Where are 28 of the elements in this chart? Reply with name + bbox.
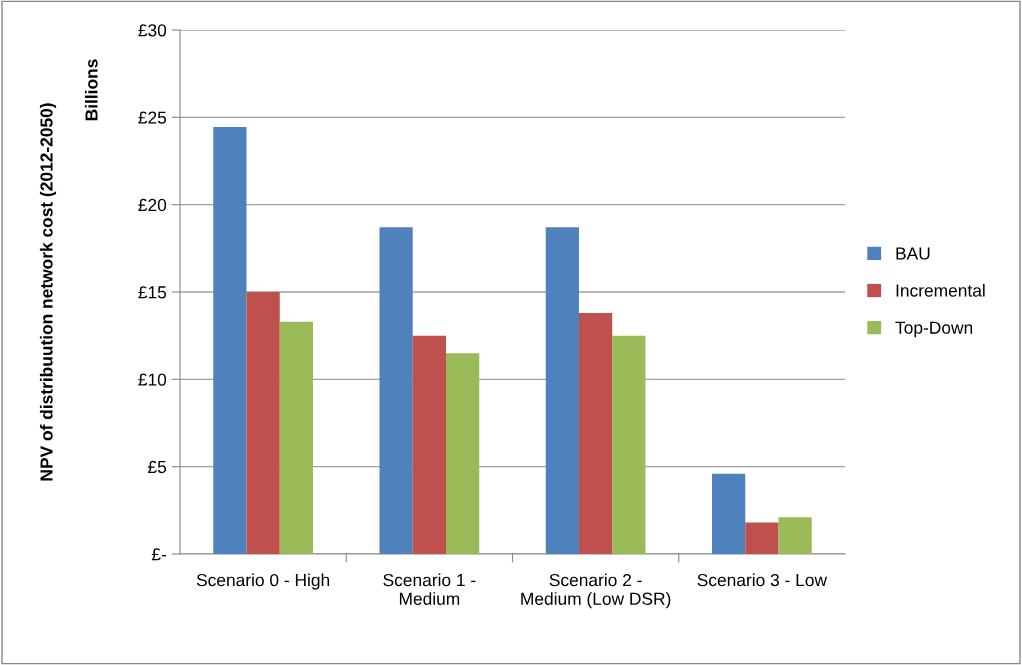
- text: Billions: [84, 59, 98, 121]
- bar: [446, 353, 480, 554]
- bar: [213, 126, 247, 554]
- bar: [612, 335, 646, 554]
- bar: [246, 292, 280, 554]
- bar: [379, 227, 413, 554]
- legend-label: Incremental: [896, 283, 985, 297]
- bar: [545, 227, 579, 554]
- y-tick-label: £15: [138, 286, 167, 299]
- y-tick-label: £25: [138, 111, 167, 124]
- bar: [778, 517, 812, 554]
- bar: [712, 473, 746, 554]
- x-tick-label: Scenario 3 - Low: [697, 573, 828, 587]
- legend-label: Top-Down: [895, 321, 973, 338]
- y-axis-title: NPV of distribuution network cost (2012-2050): [39, 103, 57, 481]
- x-tick-label: Scenario 2 - Medium (Low DSR): [521, 573, 671, 609]
- legend-label: BAU: [896, 247, 930, 260]
- y-tick-label: £30: [138, 24, 167, 37]
- x-tick-label: Scenario 1 - Medium: [383, 573, 476, 605]
- y-tick-label: £5: [147, 460, 167, 474]
- bar: [579, 312, 613, 554]
- bar: [279, 321, 313, 554]
- y-tick-label: £10: [138, 373, 167, 386]
- y-tick-label: £20: [138, 198, 167, 212]
- x-tick-label: Scenario 0 - High: [196, 573, 330, 590]
- bar: [412, 335, 446, 554]
- bar: [745, 522, 779, 554]
- y-tick-label: £-: [151, 548, 167, 561]
